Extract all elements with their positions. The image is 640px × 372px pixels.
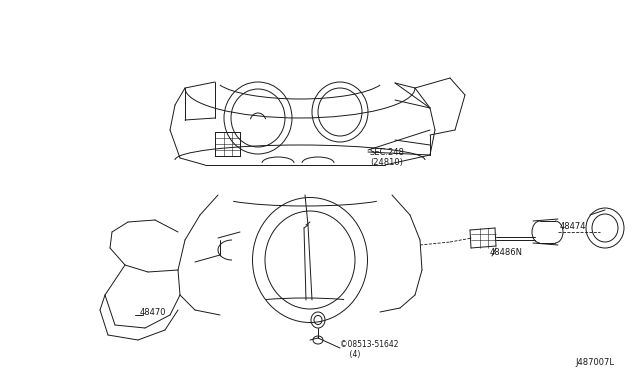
Text: 48486N: 48486N (490, 248, 523, 257)
Text: SEC.248
(24810): SEC.248 (24810) (370, 148, 405, 167)
Text: 48470: 48470 (140, 308, 166, 317)
Text: 48474: 48474 (560, 222, 586, 231)
Text: J487007L: J487007L (575, 358, 614, 367)
Text: ©08513-51642
    (4): ©08513-51642 (4) (340, 340, 399, 359)
